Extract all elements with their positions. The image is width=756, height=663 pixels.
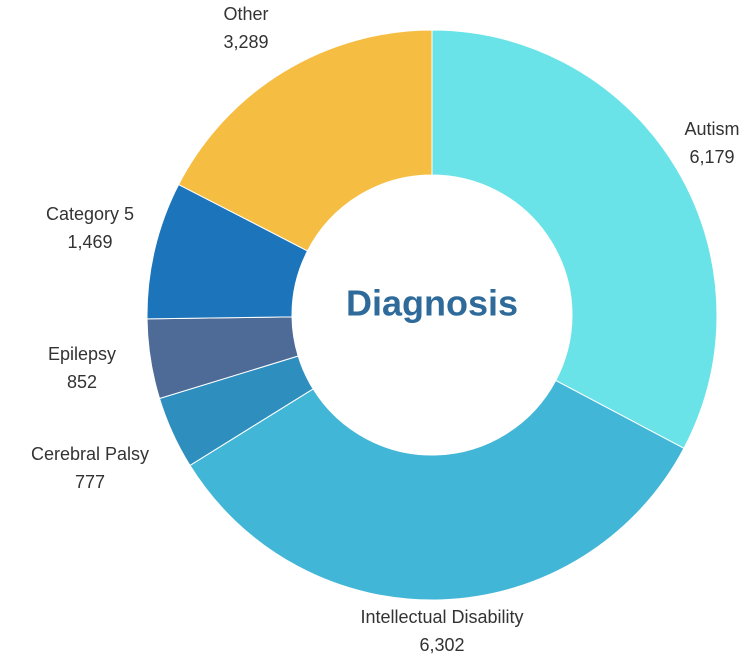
slice-value: 6,179 [689, 147, 734, 167]
slice-value: 6,302 [419, 635, 464, 655]
slice-value: 1,469 [67, 232, 112, 252]
slice-label: Epilepsy [48, 344, 116, 364]
donut-slice [177, 29, 433, 252]
donut-slice [431, 29, 718, 450]
slice-value: 777 [75, 472, 105, 492]
slice-value: 3,289 [223, 32, 268, 52]
slice-value: 852 [67, 372, 97, 392]
donut-slice [189, 379, 685, 601]
slice-label: Other [223, 4, 268, 24]
slice-label: Cerebral Palsy [31, 444, 149, 464]
slice-label: Category 5 [46, 204, 134, 224]
center-label: Diagnosis [346, 283, 518, 324]
slice-label: Intellectual Disability [360, 607, 523, 627]
slice-label: Autism [684, 119, 739, 139]
